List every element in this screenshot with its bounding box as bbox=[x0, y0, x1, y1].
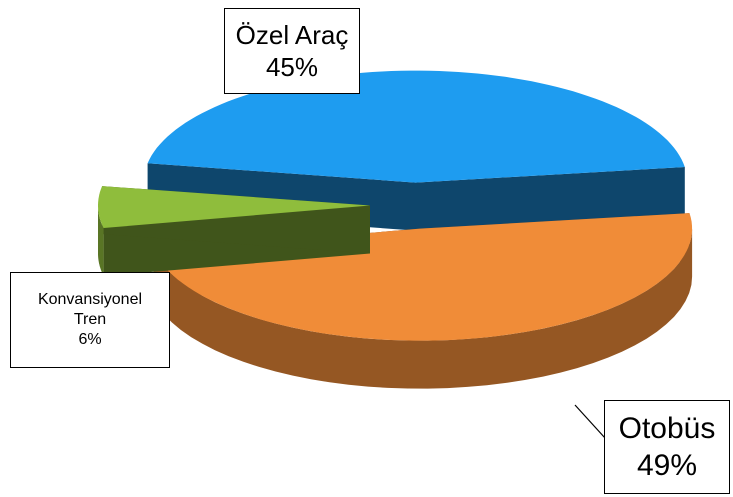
value-label: 45% bbox=[265, 52, 319, 82]
slice-side bbox=[415, 167, 685, 231]
value-label: 6% bbox=[78, 331, 102, 348]
slice bbox=[98, 186, 370, 228]
slice bbox=[147, 70, 685, 183]
slice-wall bbox=[98, 205, 104, 276]
data-label: Özel Araç 45% bbox=[224, 8, 360, 94]
data-label: Otobüs 49% bbox=[604, 400, 730, 494]
slice-wall bbox=[153, 228, 693, 389]
category-label: Özel Araç bbox=[235, 19, 349, 50]
category-label: Konvansiyonel Tren bbox=[37, 291, 143, 328]
value-label: 49% bbox=[636, 449, 698, 482]
data-label: Konvansiyonel Tren 6% bbox=[10, 272, 170, 368]
category-label: Otobüs bbox=[618, 411, 716, 445]
leader-line bbox=[574, 404, 606, 439]
